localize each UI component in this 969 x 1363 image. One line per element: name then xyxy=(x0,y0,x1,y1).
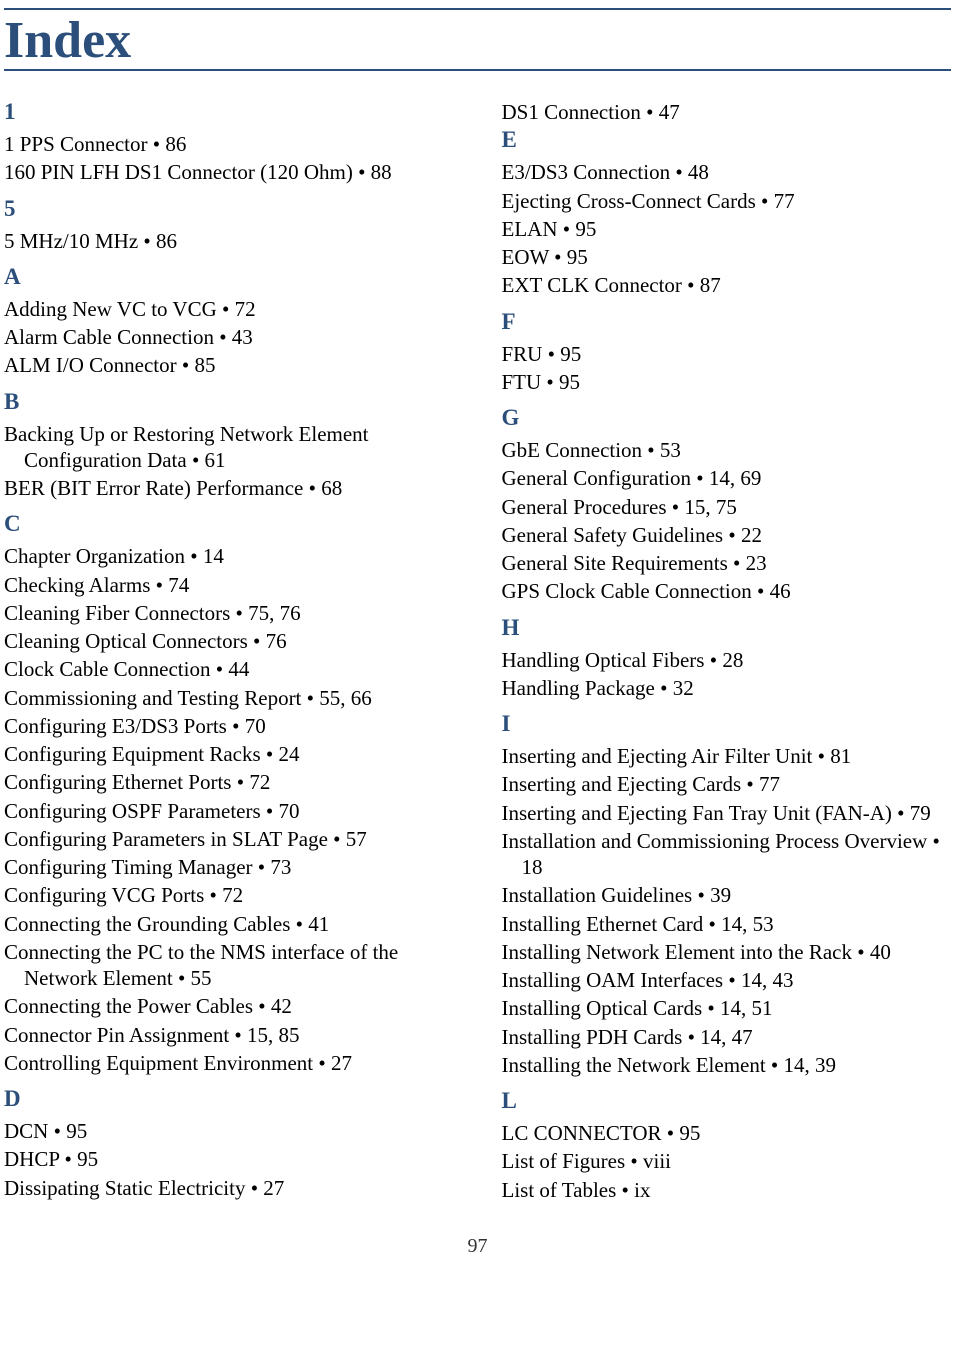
index-section-head: 1 xyxy=(4,99,454,125)
index-entry: 1 PPS Connector • 86 xyxy=(4,131,454,157)
title-underline-rule xyxy=(4,69,951,71)
index-entry: Controlling Equipment Environment • 27 xyxy=(4,1050,454,1076)
index-entry: Installing the Network Element • 14, 39 xyxy=(502,1052,952,1078)
top-rule xyxy=(4,8,951,10)
index-entry: Commissioning and Testing Report • 55, 6… xyxy=(4,685,454,711)
index-entry: FTU • 95 xyxy=(502,369,952,395)
index-entry: Connecting the PC to the NMS interface o… xyxy=(4,939,454,992)
index-entry: ELAN • 95 xyxy=(502,216,952,242)
index-entry: Inserting and Ejecting Cards • 77 xyxy=(502,771,952,797)
index-entry: Checking Alarms • 74 xyxy=(4,572,454,598)
index-page: Index 1 1 PPS Connector • 86160 PIN LFH D… xyxy=(0,0,969,1288)
index-section-head: L xyxy=(502,1088,952,1114)
index-entry: Inserting and Ejecting Fan Tray Unit (FA… xyxy=(502,800,952,826)
index-entry: List of Tables • ix xyxy=(502,1177,952,1203)
page-title: Index xyxy=(4,12,951,69)
index-section-head: C xyxy=(4,511,454,537)
page-number: 97 xyxy=(4,1235,951,1258)
index-section-head: B xyxy=(4,389,454,415)
index-entry: DHCP • 95 xyxy=(4,1146,454,1172)
index-entry: EOW • 95 xyxy=(502,244,952,270)
index-entry: Installing PDH Cards • 14, 47 xyxy=(502,1024,952,1050)
index-entry: Handling Package • 32 xyxy=(502,675,952,701)
index-section-head: A xyxy=(4,264,454,290)
index-entry: Backing Up or Restoring Network Element … xyxy=(4,421,454,474)
index-entry: Configuring VCG Ports • 72 xyxy=(4,882,454,908)
index-columns: 1 1 PPS Connector • 86160 PIN LFH DS1 Con… xyxy=(4,99,951,1205)
index-entry: Connector Pin Assignment • 15, 85 xyxy=(4,1022,454,1048)
index-entry: Installation Guidelines • 39 xyxy=(502,882,952,908)
index-entry: Installing Optical Cards • 14, 51 xyxy=(502,995,952,1021)
index-entry: Configuring Parameters in SLAT Page • 57 xyxy=(4,826,454,852)
index-section-head: G xyxy=(502,405,952,431)
index-entry: General Site Requirements • 23 xyxy=(502,550,952,576)
index-entry: EXT CLK Connector • 87 xyxy=(502,272,952,298)
index-entry: 160 PIN LFH DS1 Connector (120 Ohm) • 88 xyxy=(4,159,454,185)
index-entry: Configuring E3/DS3 Ports • 70 xyxy=(4,713,454,739)
index-entry: General Procedures • 15, 75 xyxy=(502,494,952,520)
index-section-head: E xyxy=(502,127,952,153)
index-section-head: I xyxy=(502,711,952,737)
index-entry: BER (BIT Error Rate) Performance • 68 xyxy=(4,475,454,501)
index-entry: Chapter Organization • 14 xyxy=(4,543,454,569)
index-entry: Installing OAM Interfaces • 14, 43 xyxy=(502,967,952,993)
index-entry: E3/DS3 Connection • 48 xyxy=(502,159,952,185)
index-entry: Configuring Timing Manager • 73 xyxy=(4,854,454,880)
index-entry: Clock Cable Connection • 44 xyxy=(4,656,454,682)
index-entry: Inserting and Ejecting Air Filter Unit •… xyxy=(502,743,952,769)
index-entry: Configuring OSPF Parameters • 70 xyxy=(4,798,454,824)
index-entry: GPS Clock Cable Connection • 46 xyxy=(502,578,952,604)
index-entry: Connecting the Grounding Cables • 41 xyxy=(4,911,454,937)
index-column-left: 1 1 PPS Connector • 86160 PIN LFH DS1 Con… xyxy=(4,99,454,1205)
index-section-head: H xyxy=(502,615,952,641)
index-entry: LC CONNECTOR • 95 xyxy=(502,1120,952,1146)
index-entry: Configuring Equipment Racks • 24 xyxy=(4,741,454,767)
index-entry: Installing Network Element into the Rack… xyxy=(502,939,952,965)
index-entry: General Configuration • 14, 69 xyxy=(502,465,952,491)
index-entry: Configuring Ethernet Ports • 72 xyxy=(4,769,454,795)
index-entry: FRU • 95 xyxy=(502,341,952,367)
index-entry: Connecting the Power Cables • 42 xyxy=(4,993,454,1019)
index-section-head: F xyxy=(502,309,952,335)
index-entry: Dissipating Static Electricity • 27 xyxy=(4,1175,454,1201)
index-entry: ALM I/O Connector • 85 xyxy=(4,352,454,378)
index-entry: 5 MHz/10 MHz • 86 xyxy=(4,228,454,254)
index-entry: Installation and Commissioning Process O… xyxy=(502,828,952,881)
index-section-head: D xyxy=(4,1086,454,1112)
index-entry: List of Figures • viii xyxy=(502,1148,952,1174)
index-entry: Adding New VC to VCG • 72 xyxy=(4,296,454,322)
index-entry: Handling Optical Fibers • 28 xyxy=(502,647,952,673)
index-column-right: DS1 Connection • 47E E3/DS3 Connection • … xyxy=(502,99,952,1205)
index-entry: Ejecting Cross-Connect Cards • 77 xyxy=(502,188,952,214)
index-entry: GbE Connection • 53 xyxy=(502,437,952,463)
index-entry: Cleaning Optical Connectors • 76 xyxy=(4,628,454,654)
index-entry: Installing Ethernet Card • 14, 53 xyxy=(502,911,952,937)
index-entry: DCN • 95 xyxy=(4,1118,454,1144)
index-section-head: 5 xyxy=(4,196,454,222)
index-entry: Alarm Cable Connection • 43 xyxy=(4,324,454,350)
index-entry: DS1 Connection • 47 xyxy=(502,99,952,125)
index-entry: Cleaning Fiber Connectors • 75, 76 xyxy=(4,600,454,626)
index-entry: General Safety Guidelines • 22 xyxy=(502,522,952,548)
